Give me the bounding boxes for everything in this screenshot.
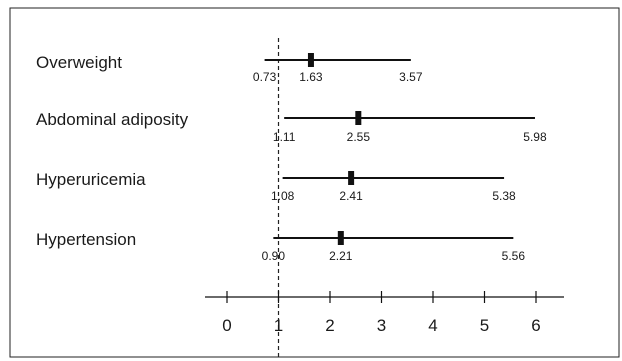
x-tick-label: 2 — [325, 316, 334, 335]
upper-bound-label: 5.38 — [492, 189, 516, 203]
estimate-label: 2.21 — [329, 249, 353, 263]
point-estimate-marker — [307, 53, 314, 67]
upper-bound-label: 5.98 — [523, 130, 547, 144]
x-tick-label: 6 — [531, 316, 540, 335]
x-tick-label: 3 — [377, 316, 386, 335]
lower-bound-label: 0.90 — [262, 249, 286, 263]
upper-bound-label: 3.57 — [399, 70, 423, 84]
x-tick-label: 0 — [222, 316, 231, 335]
forest-row: Hyperuricemia 1.08 2.41 5.38 — [36, 170, 516, 203]
estimate-label: 1.63 — [299, 70, 323, 84]
plot-frame — [9, 7, 620, 358]
row-label: Hypertension — [36, 230, 136, 249]
lower-bound-label: 1.08 — [271, 189, 295, 203]
point-estimate-marker — [348, 171, 355, 185]
row-label: Hyperuricemia — [36, 170, 146, 189]
x-tick-label: 1 — [274, 316, 283, 335]
x-tick-label: 5 — [480, 316, 489, 335]
lower-bound-label: 1.11 — [273, 130, 296, 144]
x-tick-label: 4 — [428, 316, 437, 335]
row-label: Overweight — [36, 53, 122, 72]
estimate-label: 2.41 — [339, 189, 363, 203]
forest-row: Overweight 0.73 1.63 3.57 — [36, 53, 423, 84]
lower-bound-label: 0.73 — [253, 70, 277, 84]
estimate-label: 2.55 — [347, 130, 371, 144]
row-label: Abdominal adiposity — [36, 110, 189, 129]
point-estimate-marker — [337, 231, 344, 245]
forest-row: Hypertension 0.90 2.21 5.56 — [36, 230, 525, 263]
point-estimate-marker — [355, 111, 362, 125]
forest-row: Abdominal adiposity 1.11 2.55 5.98 — [36, 110, 547, 144]
upper-bound-label: 5.56 — [502, 249, 526, 263]
